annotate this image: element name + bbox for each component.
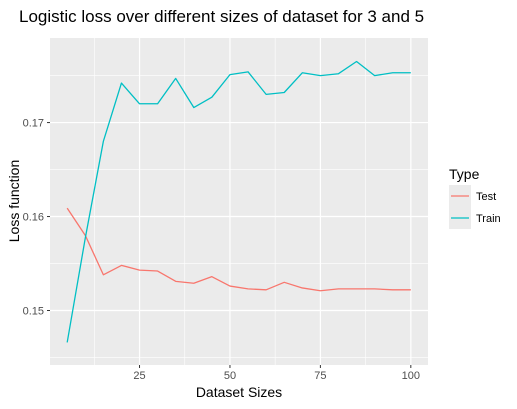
y-axis-label: Loss function <box>6 160 22 243</box>
series-line-train <box>66 60 411 343</box>
x-axis-label: Dataset Sizes <box>196 384 282 400</box>
y-tick-label: 0.16 <box>23 212 44 224</box>
y-tick-label: 0.17 <box>23 118 44 130</box>
legend: Type Test Train <box>449 166 501 229</box>
series-line-test <box>66 207 411 292</box>
y-axis: 0.15 0.16 0.17 <box>23 118 50 318</box>
legend-label-train: Train <box>476 213 501 225</box>
grid-major <box>50 38 428 365</box>
x-tick-label: 50 <box>224 370 236 382</box>
series-lines <box>66 60 411 343</box>
plot-panel <box>50 38 428 365</box>
legend-title: Type <box>449 166 480 182</box>
legend-label-test: Test <box>476 191 496 203</box>
x-tick-label: 25 <box>133 370 145 382</box>
x-axis: 25 50 75 100 <box>133 365 420 382</box>
x-tick-label: 100 <box>402 370 420 382</box>
chart-title: Logistic loss over different sizes of da… <box>19 7 424 26</box>
y-tick-label: 0.15 <box>23 306 44 318</box>
x-tick-label: 75 <box>314 370 326 382</box>
